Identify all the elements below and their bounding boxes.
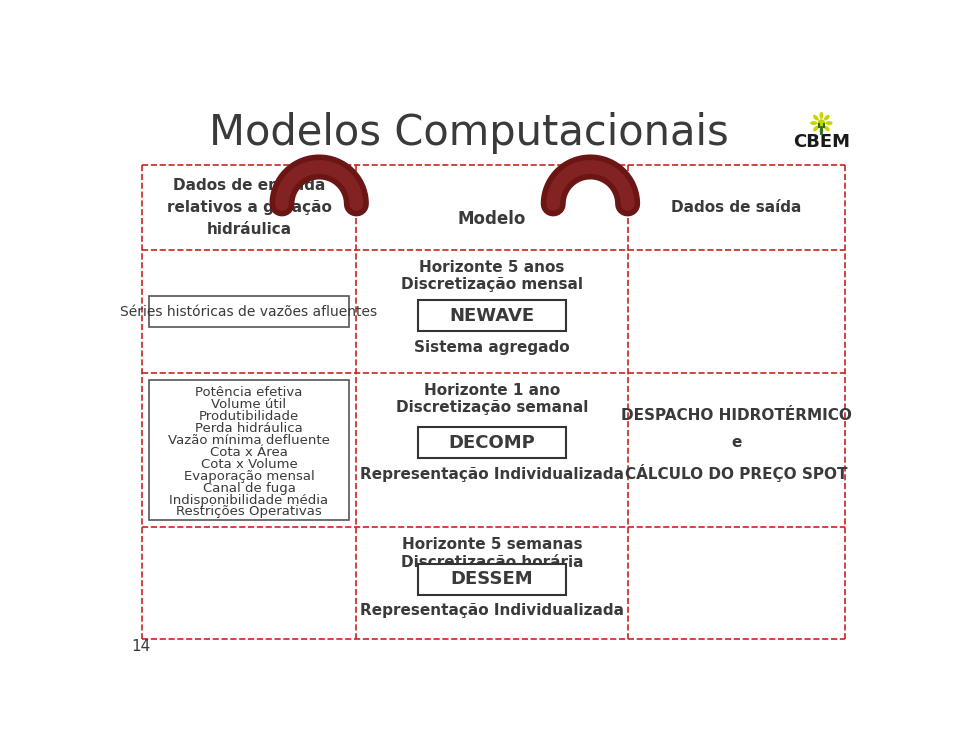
Text: Volume útil: Volume útil <box>211 398 287 411</box>
FancyBboxPatch shape <box>149 380 349 520</box>
Text: Sistema agregado: Sistema agregado <box>414 340 570 354</box>
Text: Evaporação mensal: Evaporação mensal <box>183 469 315 483</box>
Text: Perda hidráulica: Perda hidráulica <box>195 422 303 435</box>
Text: Produtibilidade: Produtibilidade <box>199 410 300 423</box>
Text: Horizonte 5 semanas: Horizonte 5 semanas <box>401 537 583 552</box>
Text: Vazão mínima defluente: Vazão mínima defluente <box>168 434 330 447</box>
Text: Restrições Operativas: Restrições Operativas <box>177 506 322 518</box>
Text: Discretização mensal: Discretização mensal <box>401 277 583 293</box>
Text: Representação Individualizada: Representação Individualizada <box>360 604 624 618</box>
Circle shape <box>818 119 826 127</box>
Text: Potência efetiva: Potência efetiva <box>195 386 302 399</box>
Text: Indisponibilidade média: Indisponibilidade média <box>170 494 328 506</box>
Text: Representação Individualizada: Representação Individualizada <box>360 467 624 482</box>
Text: CÁLCULO DO PREÇO SPOT: CÁLCULO DO PREÇO SPOT <box>625 464 848 483</box>
Text: Canal de fuga: Canal de fuga <box>203 481 296 495</box>
Ellipse shape <box>824 126 829 131</box>
Text: CBEM: CBEM <box>793 133 850 151</box>
Text: Dados de saída: Dados de saída <box>671 200 802 215</box>
Ellipse shape <box>810 121 817 125</box>
Text: Cota x Volume: Cota x Volume <box>201 458 298 471</box>
Ellipse shape <box>813 115 819 120</box>
Text: Horizonte 5 anos: Horizonte 5 anos <box>420 259 564 275</box>
FancyBboxPatch shape <box>418 564 566 595</box>
FancyBboxPatch shape <box>418 427 566 458</box>
Text: Modelo: Modelo <box>458 210 526 228</box>
Text: Cota x Área: Cota x Área <box>210 446 288 458</box>
Ellipse shape <box>826 121 832 125</box>
Text: e: e <box>731 435 741 450</box>
Text: NEWAVE: NEWAVE <box>449 307 535 324</box>
Text: Modelos Computacionais: Modelos Computacionais <box>209 112 729 154</box>
Ellipse shape <box>820 128 824 134</box>
Ellipse shape <box>820 112 824 119</box>
Ellipse shape <box>824 115 829 120</box>
Text: DESSEM: DESSEM <box>450 570 534 588</box>
FancyBboxPatch shape <box>418 300 566 331</box>
Text: DESPACHO HIDROTÉRMICO: DESPACHO HIDROTÉRMICO <box>621 408 852 423</box>
Text: Discretização horária: Discretização horária <box>400 554 584 570</box>
Text: 14: 14 <box>132 639 151 654</box>
Text: DECOMP: DECOMP <box>448 433 536 452</box>
FancyBboxPatch shape <box>149 296 349 327</box>
Ellipse shape <box>813 126 819 131</box>
Text: Discretização semanal: Discretização semanal <box>396 400 588 416</box>
Text: Séries históricas de vazões afluentes: Séries históricas de vazões afluentes <box>120 304 377 318</box>
Text: Horizonte 1 ano: Horizonte 1 ano <box>424 383 560 398</box>
Text: Dados de entrada
relativos a geração
hidráulica: Dados de entrada relativos a geração hid… <box>167 178 331 237</box>
